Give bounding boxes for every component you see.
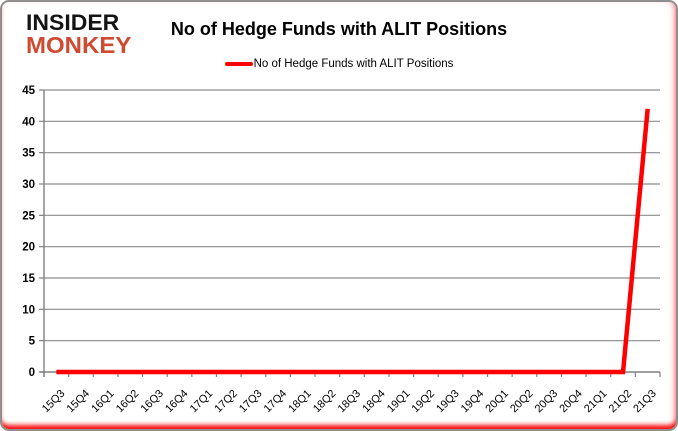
y-gridlines [44,89,660,342]
insider-monkey-logo: INSIDER MONKEY [26,12,131,59]
x-tick-label: 19Q3 [434,388,462,416]
y-tick-label: 45 [22,85,35,97]
x-tick-label: 15Q3 [40,388,68,416]
x-tick-label: 16Q4 [163,388,191,416]
y-tick-label: 20 [22,242,35,254]
y-tick-label: 5 [29,336,36,348]
x-tick-label: 17Q4 [262,388,290,416]
x-tick-label: 16Q2 [114,388,142,416]
y-tick-label: 0 [29,367,35,379]
x-tick-label: 21Q1 [582,388,610,416]
series-polyline [56,108,650,375]
y-axis-labels: 0 5 10 15 20 25 30 35 40 45 [22,85,35,379]
x-tick-label: 21Q2 [607,388,635,416]
x-tick-label: 17Q1 [188,388,216,416]
x-tick-label: 18Q2 [311,388,339,416]
y-tick-label: 15 [22,273,35,285]
axis-tick-marks [39,89,661,377]
x-tick-label: 21Q3 [631,388,659,416]
x-tick-label: 18Q1 [286,388,314,416]
y-tick-label: 30 [22,179,35,191]
x-tick-label: 20Q1 [483,388,511,416]
x-axis-labels: 15Q315Q416Q116Q216Q316Q417Q117Q217Q317Q4… [40,388,659,416]
chart-title: No of Hedge Funds with ALIT Positions [170,19,508,39]
x-tick-label: 17Q3 [237,388,265,416]
x-tick-label: 20Q3 [533,388,561,416]
x-tick-label: 16Q1 [89,388,117,416]
legend-line-swatch [224,62,253,66]
x-tick-label: 20Q4 [557,388,585,416]
x-tick-label: 16Q3 [138,388,166,416]
y-tick-label: 35 [22,148,35,160]
legend-label: No of Hedge Funds with ALIT Positions [253,58,454,70]
x-tick-label: 19Q4 [459,388,487,416]
x-tick-label: 19Q1 [385,388,413,416]
y-tick-label: 10 [22,304,35,316]
y-tick-label: 25 [22,210,35,222]
logo-text-insider: INSIDER [26,10,120,35]
x-tick-label: 19Q2 [410,388,438,416]
x-tick-label: 20Q2 [508,388,536,416]
axes [39,90,660,377]
x-tick-label: 17Q2 [212,388,240,416]
x-tick-label: 18Q4 [360,388,388,416]
x-tick-label: 15Q4 [65,388,93,416]
chart-legend: No of Hedge Funds with ALIT Positions [2,58,676,70]
x-tick-label: 18Q3 [336,388,364,416]
logo-text-monkey: MONKEY [26,33,132,59]
series-line [56,108,650,375]
y-tick-label: 40 [22,116,35,128]
